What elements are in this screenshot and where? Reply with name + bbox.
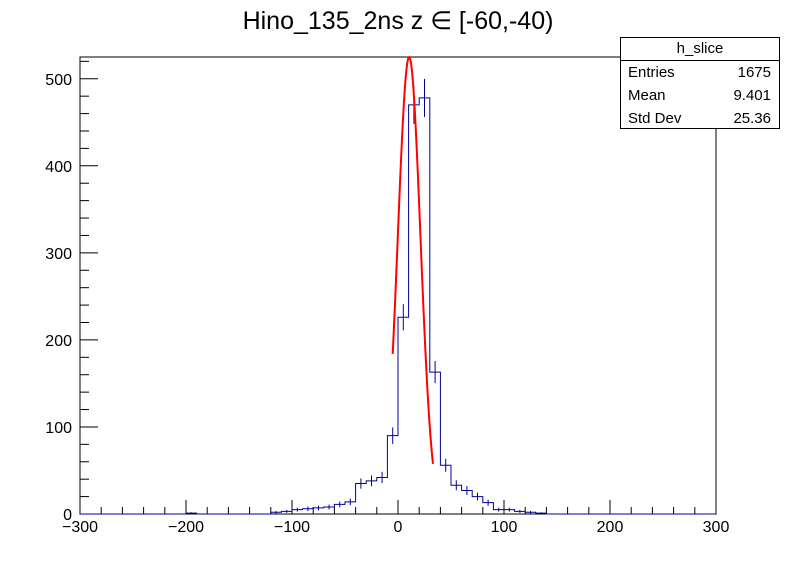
stats-row-stddev: Std Dev 25.36 xyxy=(621,107,779,130)
minor-ticks xyxy=(80,60,696,514)
y-tick-label: 300 xyxy=(45,246,72,263)
y-tick-label: 400 xyxy=(45,159,72,176)
stats-value: 9.401 xyxy=(733,87,771,104)
y-axis: 0 100 200 300 400 500 xyxy=(45,72,98,524)
x-tick-label: 100 xyxy=(491,519,518,536)
y-tick-label: 200 xyxy=(45,333,72,350)
y-tick-label: 100 xyxy=(45,420,72,437)
gaussian-fit-curve xyxy=(391,55,434,465)
x-tick-label: −300 xyxy=(62,519,98,536)
stats-label: Std Dev xyxy=(628,110,682,127)
stats-row-mean: Mean 9.401 xyxy=(621,84,779,107)
x-tick-label: −100 xyxy=(274,519,310,536)
stats-row-entries: Entries 1675 xyxy=(621,61,779,84)
x-tick-label: −200 xyxy=(168,519,204,536)
x-tick-label: 0 xyxy=(394,519,403,536)
histogram-bins xyxy=(190,78,542,514)
histogram-outline xyxy=(80,97,716,515)
stats-label: Entries xyxy=(628,64,675,81)
stats-value: 25.36 xyxy=(733,110,771,127)
stats-label: Mean xyxy=(628,87,666,104)
stats-name: h_slice xyxy=(621,38,779,61)
x-tick-label: 200 xyxy=(597,519,624,536)
stats-value: 1675 xyxy=(737,64,771,81)
y-tick-label: 500 xyxy=(45,72,72,89)
chart-title: Hino_135_2ns z ∈ [-60,-40) xyxy=(242,7,554,35)
y-tick-label: 0 xyxy=(63,507,72,524)
stats-box: h_slice Entries 1675 Mean 9.401 Std Dev … xyxy=(620,37,780,129)
x-axis: −300 −200 −100 0 100 200 300 xyxy=(62,500,729,536)
x-tick-label: 300 xyxy=(703,519,730,536)
